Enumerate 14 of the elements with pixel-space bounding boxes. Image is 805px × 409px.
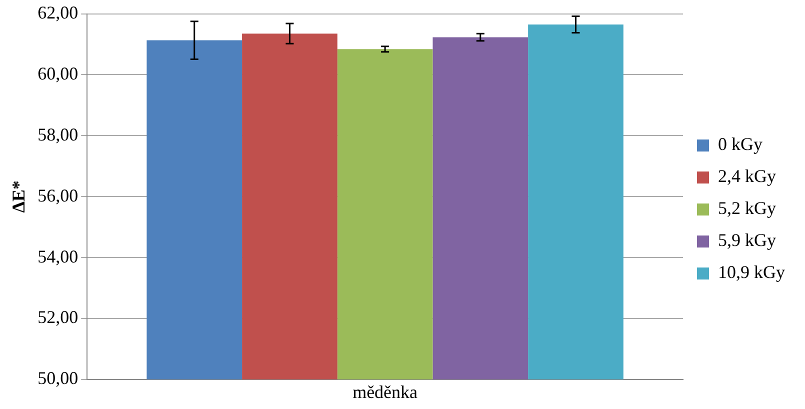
y-tick-label: 56,00	[38, 185, 78, 206]
y-tick-label: 52,00	[38, 307, 78, 328]
x-tick-label: měděnka	[352, 382, 418, 402]
y-tick-label: 50,00	[38, 368, 78, 388]
y-axis-title: ΔE*	[8, 180, 28, 213]
legend-label: 0 kGy	[718, 134, 762, 154]
y-tick-label: 62,00	[38, 2, 78, 23]
legend-label: 5,2 kGy	[718, 198, 776, 218]
y-tick-label: 54,00	[38, 246, 78, 266]
legend-label: 10,9 kGy	[718, 262, 785, 282]
y-tick-label: 58,00	[38, 124, 78, 144]
legend-label: 2,4 kGy	[718, 166, 776, 186]
legend-label: 5,9 kGy	[718, 230, 776, 250]
y-tick-label: 60,00	[38, 63, 78, 84]
